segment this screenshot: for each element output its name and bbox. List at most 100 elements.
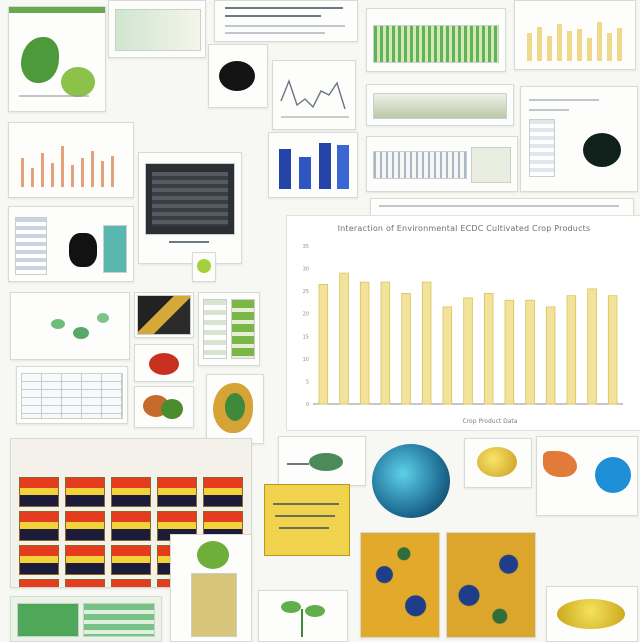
bar [318,284,329,405]
bar [359,281,370,405]
seedling-stem [301,609,303,637]
heatmap-cell [19,579,59,587]
fruit-icon [543,451,577,477]
sign-text [273,503,339,505]
mini-table [15,217,47,275]
leaf-card [192,252,216,282]
document-header [214,0,358,42]
bottle-panel [170,534,252,642]
heatmap-cell [157,477,197,507]
bar [339,272,349,405]
bar [607,295,618,405]
strip-chart [373,151,467,179]
map-tile-b [446,532,536,638]
map-blob [51,319,65,329]
leaf-icon [281,601,301,613]
landscape-image [373,93,507,119]
y-tick-label: 25 [303,289,309,295]
seed-icon [219,61,255,91]
leaf-icon [305,605,325,617]
text-line [225,7,343,9]
thumbnail [103,225,127,273]
text-line [19,95,89,97]
leaf-icon [21,37,59,83]
fruit-panel [536,436,638,516]
leaf-icon [61,67,95,97]
striped-table-panel [366,8,506,72]
bars-group [523,15,627,61]
monitor-stand [169,241,209,243]
heatmap-cell [111,511,151,541]
thumbnail [17,603,79,637]
green-form-panel [198,292,260,366]
main-bar-chart: Interaction of Environmental ECDC Cultiv… [286,215,640,431]
striped-table [373,25,499,63]
yellow-sign [264,484,350,556]
heatmap-cell [65,545,105,575]
monitor-screen [145,163,235,235]
heatmap-cell [111,545,151,575]
text-line [529,99,599,101]
sign-text [279,527,329,529]
spreadsheet-grid [21,373,123,419]
greenhouse-image [115,9,201,51]
seed-image-panel [208,44,268,108]
bar-mark [299,157,311,189]
fish-panel [278,436,366,486]
heatmap-cell [65,477,105,507]
bar [463,297,473,405]
produce-panel [134,386,194,428]
tall-bar-chart [8,122,134,198]
leaf-closeup-panel [206,374,264,444]
bottle-icon [191,573,237,637]
heatmap-cell [19,477,59,507]
text-line [225,15,321,17]
bar [483,293,494,405]
small-bar-chart [514,0,636,70]
y-tick-label: 30 [303,267,309,273]
ball-icon [595,457,631,493]
bar-mark [337,145,349,189]
lemon-icon [477,447,517,477]
lemon-panel [464,438,532,488]
heatmap-cell [19,545,59,575]
produce-icon [161,399,183,419]
bar [442,306,453,405]
green-panel-bottom [10,596,162,642]
heatmap-cell [111,477,151,507]
bar [566,295,577,405]
bowl-panel [546,586,638,642]
y-tick-label: 10 [303,357,309,363]
leaf-icon [225,393,245,421]
line-chart-panel [272,60,356,130]
heatmap-cell [65,511,105,541]
leaf-icon [197,259,211,273]
line-chart [280,78,349,118]
seedling-panel [258,590,348,642]
bar-mark [279,149,291,189]
plant-icon [197,541,229,569]
chart-strip [366,136,518,192]
bar [421,281,432,405]
product-icon [69,233,97,267]
tomato-icon [149,353,179,375]
landscape-panel [366,84,514,126]
photo [137,295,191,335]
thumbnail [83,603,155,637]
dark-photo-panel [134,292,194,338]
map-tile-a [360,532,440,638]
fish-tail [287,463,309,465]
bar [401,293,411,405]
form-list [231,299,255,359]
text-line [225,25,345,27]
y-tick-label: 5 [306,379,309,385]
text-line [225,32,325,34]
seed-icon [583,133,621,167]
bars-group [19,139,125,187]
map-texture [447,533,535,637]
tomato-panel [134,344,194,382]
thumbnail [471,147,511,183]
heatmap-cell [19,511,59,541]
blue-bar-chart [268,132,358,198]
text-strip [370,198,634,216]
